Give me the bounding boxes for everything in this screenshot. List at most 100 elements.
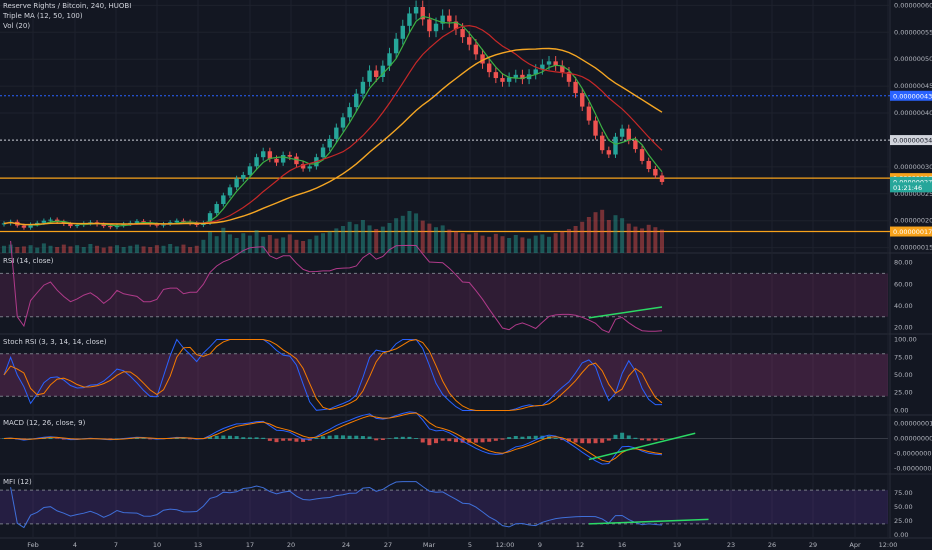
volume-bar bbox=[55, 247, 60, 253]
volume-bar bbox=[321, 233, 326, 253]
x-tick-label: 20 bbox=[287, 541, 295, 549]
volume-bar bbox=[15, 247, 20, 253]
volume-bar bbox=[8, 244, 13, 253]
macd-tick-label: -0.0000000100 bbox=[894, 450, 932, 458]
candle bbox=[400, 25, 405, 39]
candle bbox=[1, 223, 7, 225]
volume-bar bbox=[573, 226, 578, 253]
volume-bar bbox=[527, 238, 532, 253]
x-tick-label: 17 bbox=[246, 541, 254, 549]
volume-bar bbox=[447, 229, 452, 253]
candle bbox=[367, 70, 372, 82]
macd-histogram-bar bbox=[573, 438, 578, 443]
candle bbox=[506, 77, 512, 82]
candle bbox=[440, 15, 445, 24]
ma-mid-line bbox=[3, 24, 663, 226]
macd-histogram-bar bbox=[294, 438, 299, 442]
price-tick-label: 0.0000005500 bbox=[894, 28, 932, 36]
x-tick-label: 12:00 bbox=[496, 541, 515, 549]
volume-bar bbox=[394, 218, 399, 253]
candle bbox=[234, 178, 239, 188]
price-label-text: 0.0000004321 bbox=[893, 92, 932, 100]
volume-bar bbox=[41, 243, 46, 253]
macd-histogram-bar bbox=[247, 437, 252, 439]
macd-histogram-bar bbox=[640, 438, 645, 441]
volume-bar bbox=[487, 236, 492, 253]
macd-histogram-bar bbox=[360, 436, 365, 439]
volume-bar bbox=[148, 247, 153, 253]
volume-bar bbox=[247, 235, 252, 253]
candle bbox=[420, 6, 425, 20]
volume-bar bbox=[414, 213, 419, 253]
macd-histogram-bar bbox=[447, 438, 452, 442]
volume-bar bbox=[227, 234, 232, 253]
candle bbox=[267, 151, 273, 159]
volume-bar bbox=[2, 245, 6, 253]
stoch-tick-label: 0.00 bbox=[894, 406, 908, 414]
macd-histogram-bar bbox=[487, 438, 492, 442]
macd-histogram-bar bbox=[334, 435, 339, 439]
candle bbox=[280, 155, 286, 163]
candle bbox=[68, 223, 73, 227]
candle bbox=[593, 120, 598, 136]
volume-bar bbox=[181, 244, 186, 253]
macd-histogram-bar bbox=[480, 438, 485, 443]
stoch-tick-label: 50.00 bbox=[894, 371, 913, 379]
macd-histogram-bar bbox=[254, 437, 259, 439]
candle bbox=[653, 169, 658, 176]
macd-histogram-bar bbox=[374, 438, 379, 441]
candle bbox=[659, 175, 665, 182]
macd-tick-label: 0.0000000000 bbox=[894, 435, 932, 443]
stoch-tick-label: 25.00 bbox=[894, 389, 913, 397]
rsi-line bbox=[10, 240, 663, 334]
volume-bar bbox=[453, 231, 458, 253]
macd-histogram-bar bbox=[2, 438, 6, 439]
candle bbox=[327, 138, 332, 148]
rsi-tick-label: 20.00 bbox=[894, 324, 913, 332]
macd-histogram-bar bbox=[434, 438, 439, 444]
candle bbox=[108, 226, 113, 228]
macd-histogram-bar bbox=[500, 438, 505, 440]
volume-bar bbox=[653, 227, 658, 253]
candle bbox=[347, 107, 352, 118]
stoch-band bbox=[0, 353, 888, 397]
volume-bar bbox=[168, 244, 173, 253]
macd-histogram-bar bbox=[327, 435, 332, 439]
macd-histogram-bar bbox=[261, 437, 266, 439]
macd-histogram-bar bbox=[314, 437, 319, 439]
volume-bar bbox=[61, 244, 66, 253]
volume-bar bbox=[640, 228, 645, 253]
candle bbox=[493, 72, 499, 79]
candle bbox=[207, 213, 213, 223]
x-tick-label: 29 bbox=[809, 541, 817, 549]
candle bbox=[606, 150, 612, 155]
macd-histogram-bar bbox=[414, 438, 419, 439]
stoch-tick-label: 100.00 bbox=[894, 336, 917, 344]
volume-bar bbox=[580, 221, 585, 253]
macd-title: MACD (12, 26, close, 9) bbox=[3, 419, 86, 427]
macd-histogram-bar bbox=[613, 434, 618, 439]
candle bbox=[540, 64, 545, 70]
candle bbox=[566, 72, 572, 82]
macd-tick-label: -0.0000000200 bbox=[894, 465, 932, 473]
candle bbox=[520, 74, 525, 80]
rsi-trendline bbox=[588, 306, 663, 319]
candle bbox=[427, 19, 432, 32]
volume-bar bbox=[28, 245, 33, 253]
macd-histogram-bar bbox=[48, 437, 53, 439]
macd-histogram-bar bbox=[301, 438, 306, 442]
candle bbox=[287, 155, 292, 157]
volume-bar bbox=[75, 245, 80, 253]
volume-bar bbox=[134, 244, 139, 253]
macd-histogram-bar bbox=[400, 436, 405, 439]
macd-histogram-bar bbox=[340, 435, 345, 439]
volume-bar bbox=[613, 215, 618, 253]
candle bbox=[480, 54, 485, 64]
macd-histogram-bar bbox=[626, 435, 631, 439]
candle bbox=[447, 15, 452, 22]
macd-histogram-bar bbox=[241, 437, 246, 439]
candle bbox=[360, 81, 366, 94]
ma-legend: Triple MA (12, 50, 100) bbox=[3, 12, 83, 20]
ma-slow-line bbox=[3, 47, 663, 226]
